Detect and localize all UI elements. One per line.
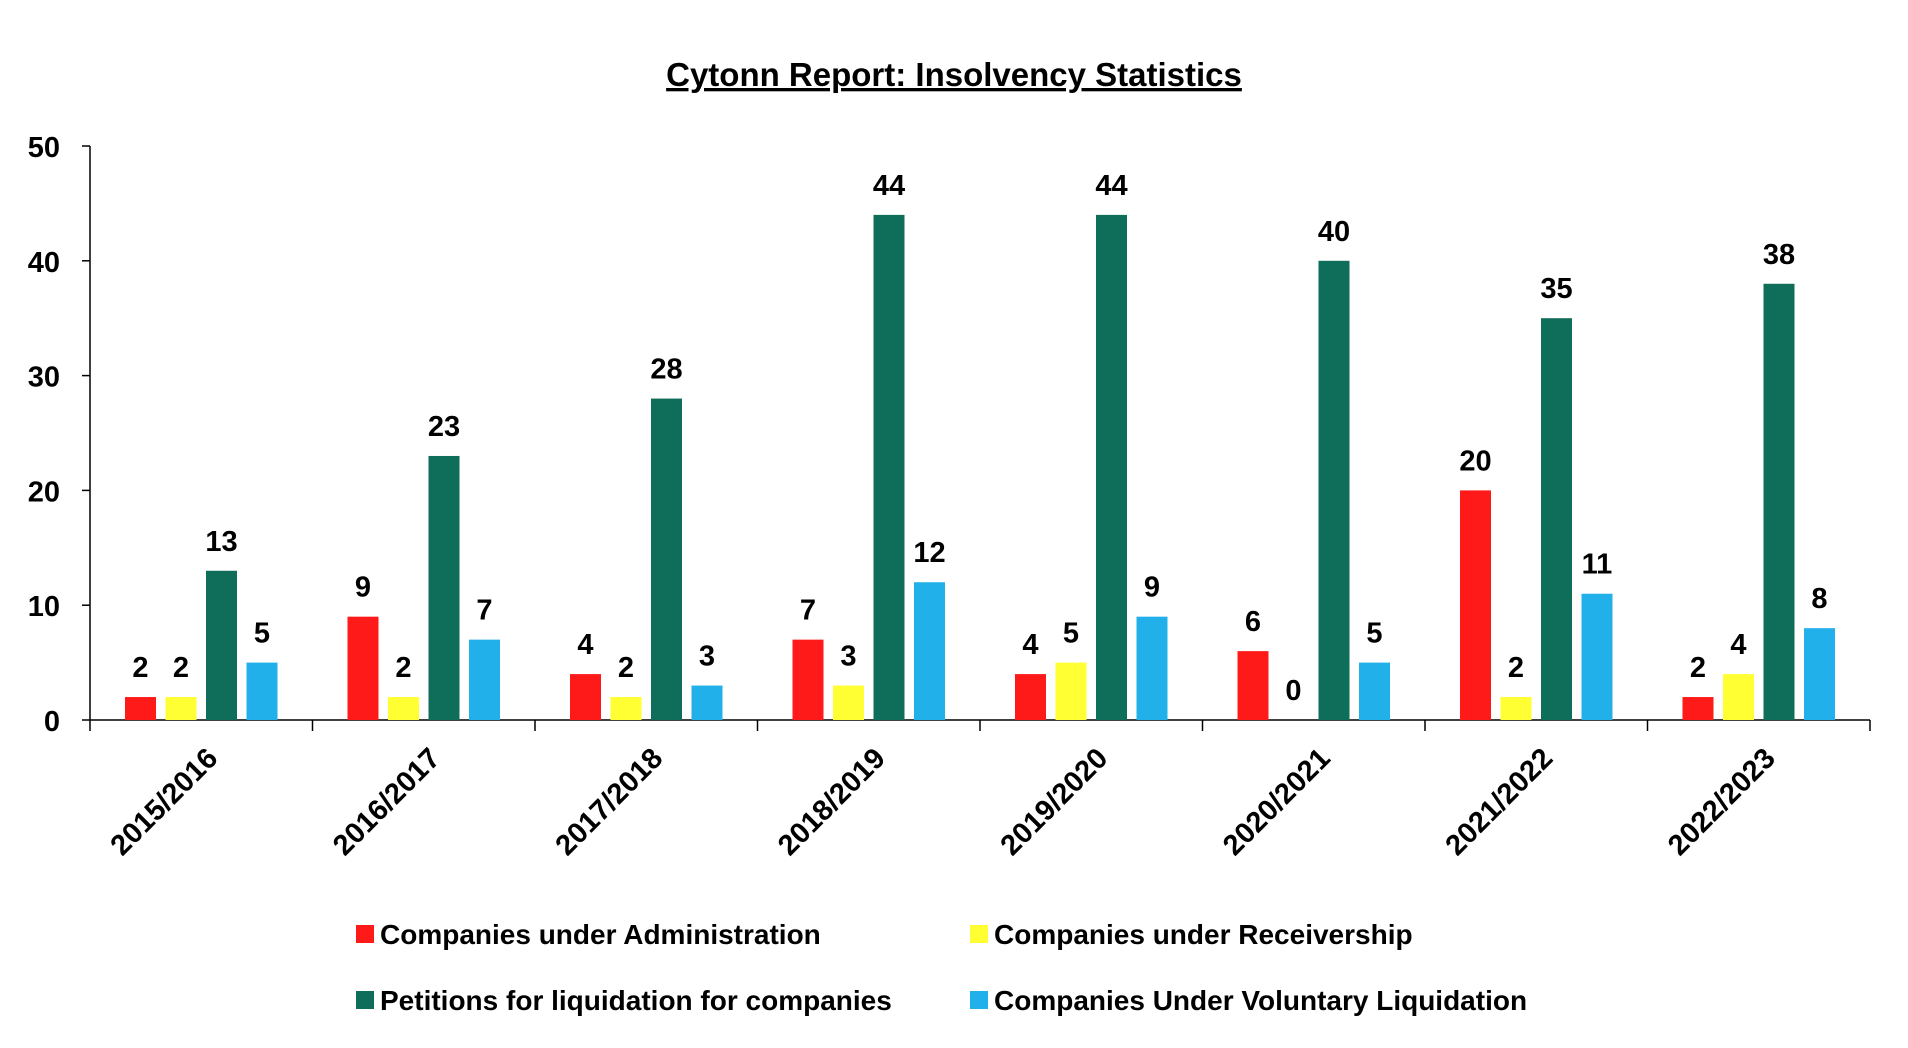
bar [1460,490,1491,720]
data-label: 12 [913,537,945,569]
data-label: 38 [1763,239,1795,271]
data-label: 2 [173,652,189,684]
legend-swatch [970,925,988,943]
bar [1500,697,1532,720]
legend-swatch [356,925,374,943]
y-tick-label: 20 [28,476,60,508]
bar [1682,697,1714,720]
legend-label: Petitions for liquidation for companies [380,985,892,1016]
x-tick-label: 2015/2016 [105,742,225,862]
x-tick-label: 2017/2018 [550,742,670,862]
data-label: 7 [476,595,492,627]
data-label: 8 [1811,583,1827,615]
data-label: 9 [355,572,371,604]
bar [1237,651,1269,720]
y-tick-label: 10 [28,591,60,623]
data-label: 35 [1540,273,1572,305]
bar [428,455,460,720]
y-tick-label: 40 [28,247,60,279]
bar [388,697,419,720]
legend-label: Companies Under Voluntary Liquidation [994,985,1527,1016]
bar [1015,674,1046,720]
data-label: 4 [577,629,593,661]
bar [1763,283,1795,720]
data-label: 2 [395,652,411,684]
data-label: 5 [1063,618,1079,650]
x-tick-label: 2022/2023 [1662,742,1782,862]
data-label: 9 [1144,572,1160,604]
bar [1136,616,1168,720]
bar [125,697,156,720]
legend-swatch [970,991,988,1009]
bar [570,674,601,720]
data-label: 20 [1459,445,1491,477]
bar [873,214,905,720]
data-label: 4 [1022,629,1038,661]
bar [914,582,945,720]
bar [206,570,237,720]
bar [1318,260,1350,720]
bar [1581,593,1613,720]
bar [469,639,500,720]
data-label: 11 [1582,549,1613,581]
x-tick-label: 2019/2020 [995,742,1115,862]
y-axis: 0 10 20 30 40 50 [28,132,91,738]
bar [246,662,278,720]
legend: Companies under Administration Companies … [356,919,1527,1016]
data-label: 5 [1366,618,1382,650]
data-label: 2 [132,652,148,684]
bar [1723,674,1754,720]
data-label: 2 [618,652,634,684]
data-label: 44 [873,170,905,202]
bar-series-group [125,214,1835,720]
bar [1541,318,1572,720]
data-label: 44 [1095,170,1127,202]
data-label: 28 [650,354,682,386]
data-label: 2 [1508,652,1524,684]
bar [651,398,682,720]
bar [1055,662,1087,720]
bar [1804,628,1835,720]
bar [347,616,379,720]
data-label: 0 [1285,675,1301,707]
bar [1096,214,1127,720]
chart-title: Cytonn Report: Insolvency Statistics [666,56,1242,93]
x-tick-label: 2018/2019 [772,742,892,862]
data-label: 6 [1245,606,1261,638]
x-axis: 2015/2016 2016/2017 2017/2018 2018/2019 2019… [89,719,1871,862]
y-tick-label: 30 [28,362,60,394]
data-label: 40 [1318,216,1350,248]
y-tick-label: 0 [44,706,60,738]
legend-swatch [356,991,374,1009]
data-label: 2 [1690,652,1706,684]
x-tick-label: 2021/2022 [1440,742,1560,862]
bar [610,697,642,720]
data-label: 23 [428,411,460,443]
bar [833,685,864,720]
data-label: 13 [205,526,237,558]
legend-label: Companies under Administration [380,919,821,950]
data-label: 7 [800,595,816,627]
bar [165,697,197,720]
bar [691,685,723,720]
data-label: 3 [840,641,856,673]
x-tick-label: 2016/2017 [327,742,447,862]
bar [1359,662,1390,720]
data-label: 4 [1730,629,1746,661]
data-label: 5 [254,618,270,650]
bar [792,639,824,720]
x-tick-label: 2020/2021 [1217,742,1337,862]
y-tick-label: 50 [28,132,60,164]
data-label: 3 [699,641,715,673]
legend-label: Companies under Receivership [994,919,1413,950]
